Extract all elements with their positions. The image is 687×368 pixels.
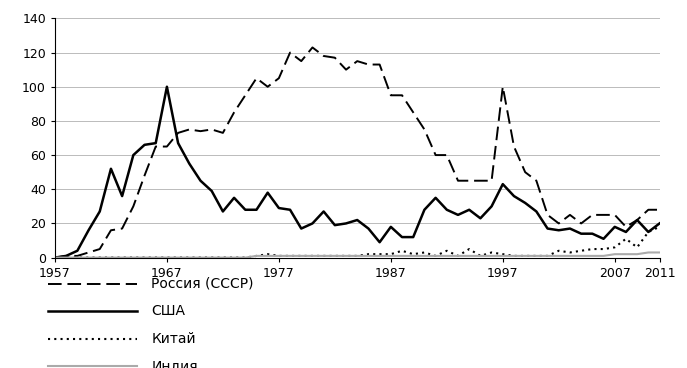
Text: Россия (СССР): Россия (СССР) [151,276,254,290]
Text: Индия: Индия [151,359,198,368]
Text: Китай: Китай [151,332,196,346]
Text: США: США [151,304,185,318]
